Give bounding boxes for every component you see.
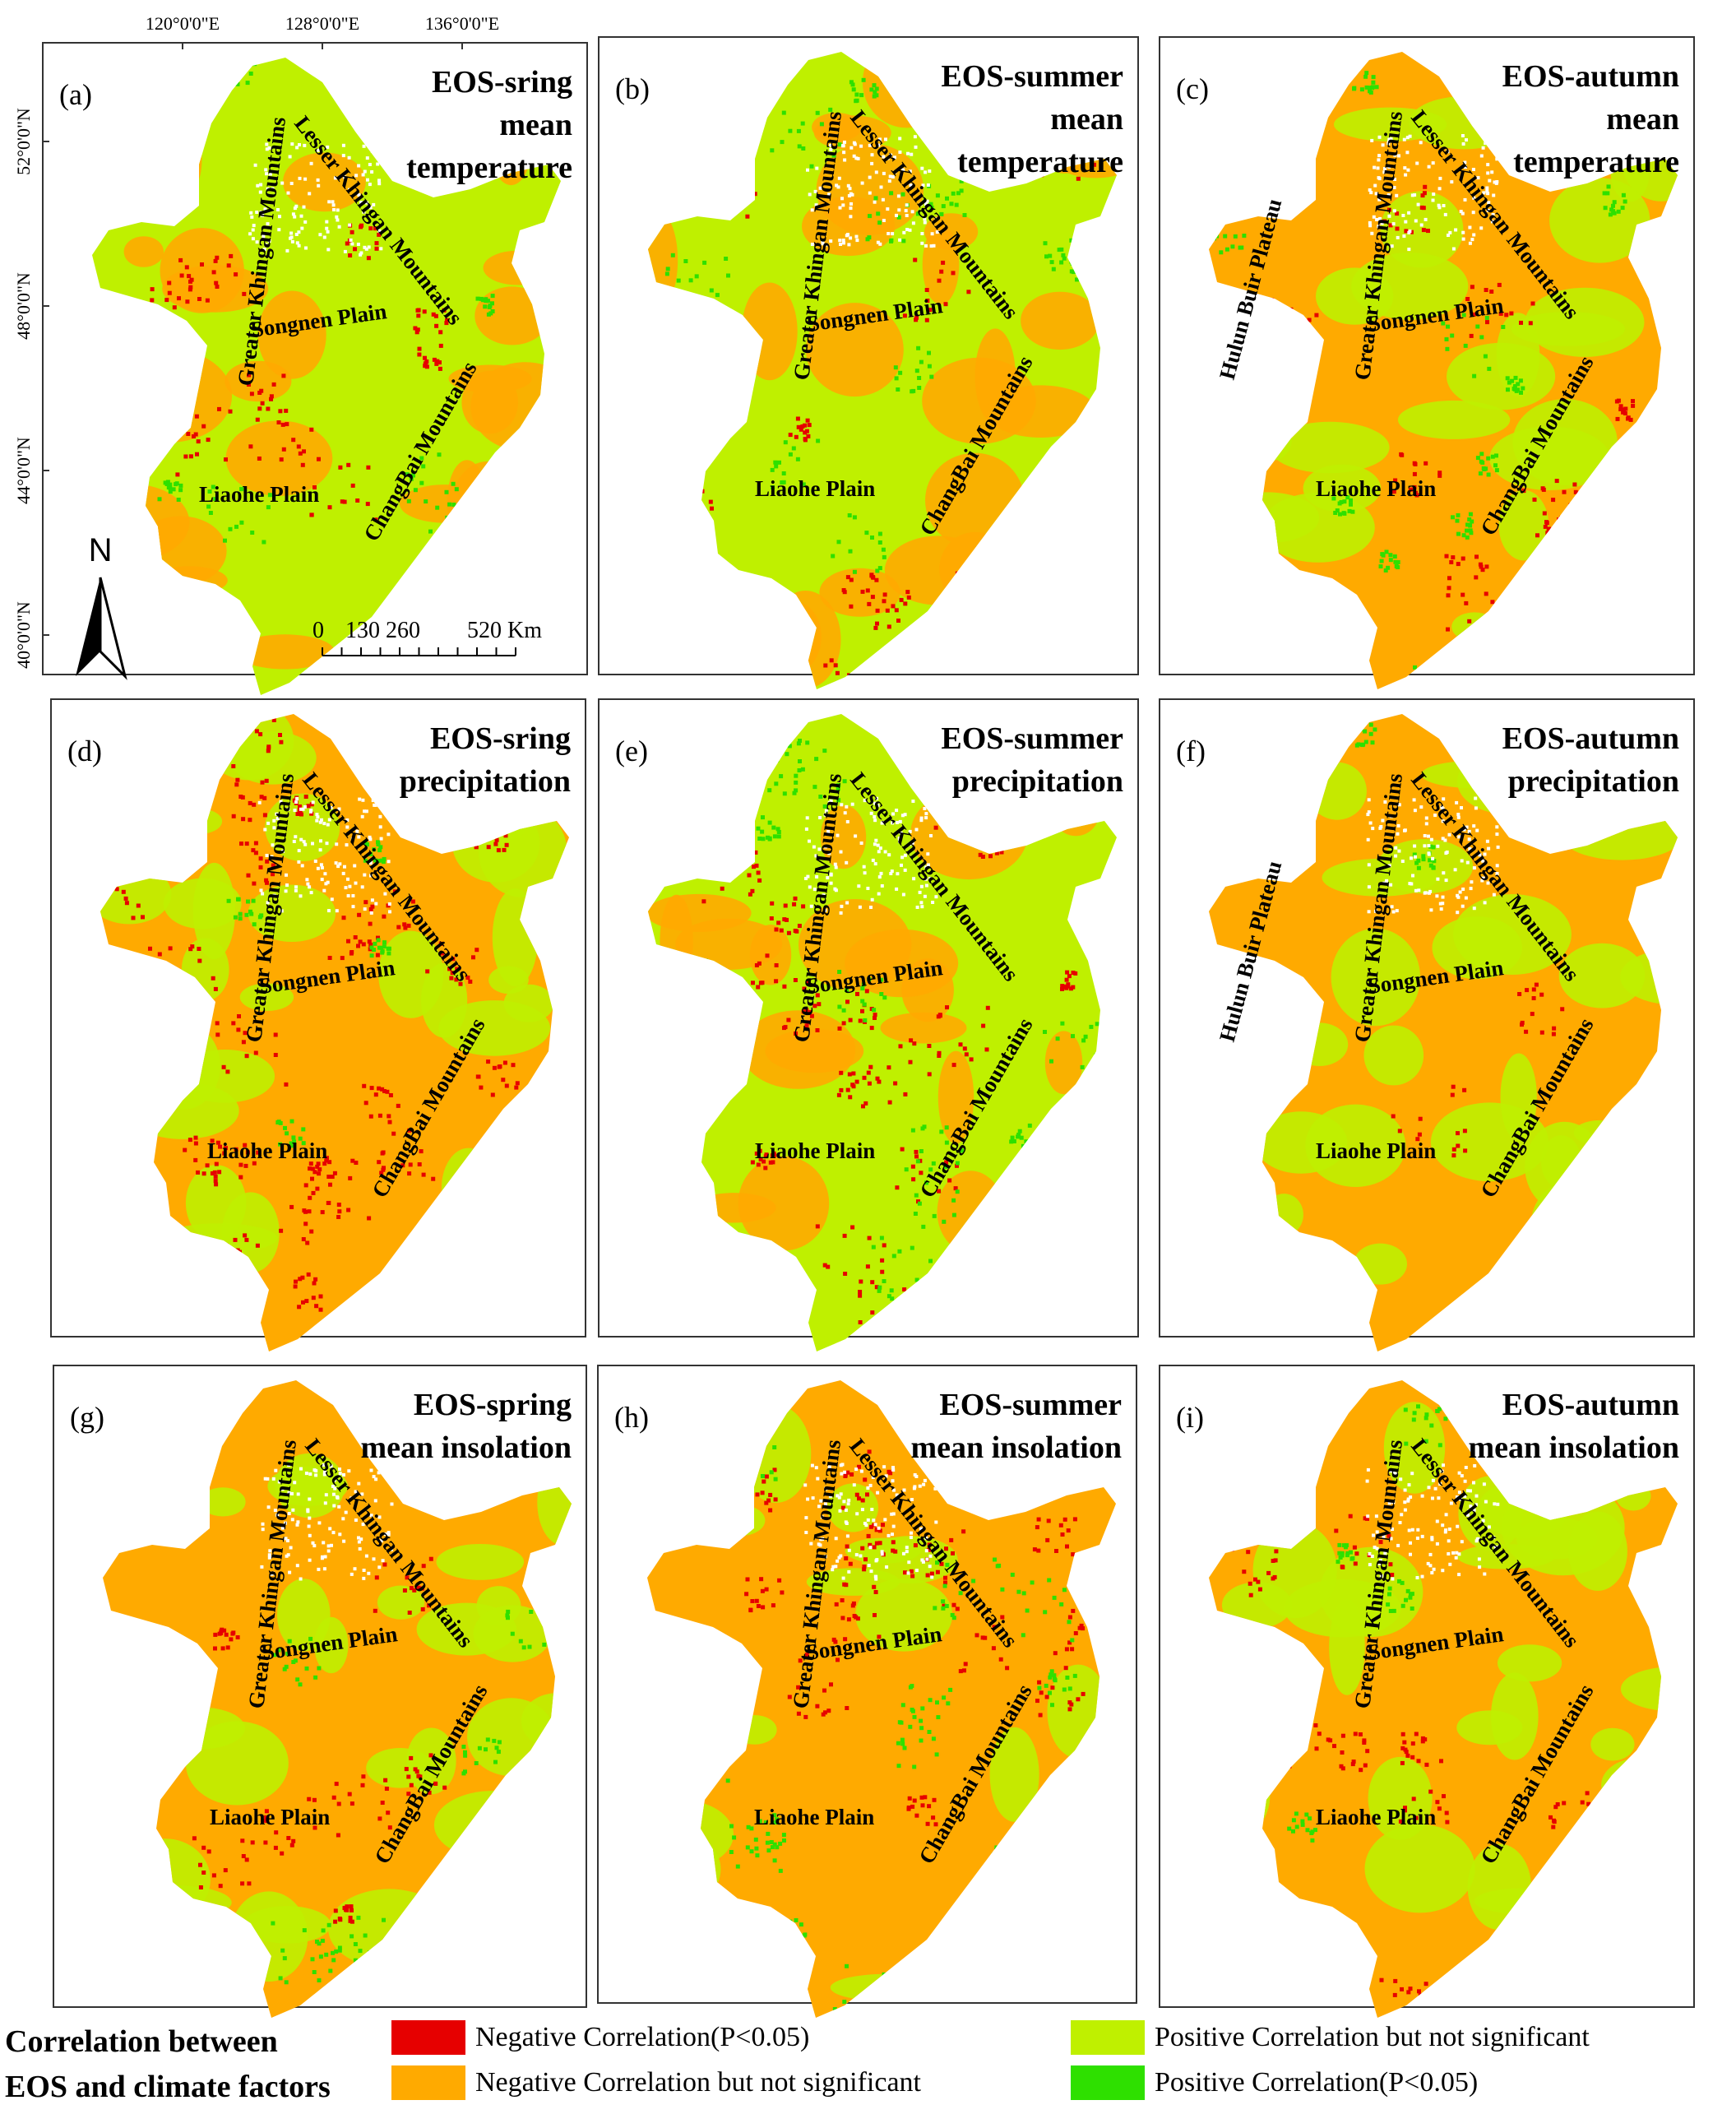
scale-label-0: 0 [312, 618, 324, 643]
map-panel-8: Greater Khingan Mountains Lesser Khingan … [597, 1365, 1137, 2018]
legend-swatch-negative-not-significant [391, 2065, 465, 2100]
map-panel-9: Greater Khingan Mountains Lesser Khingan … [1159, 1365, 1695, 2018]
map-panel-3: Greater Khingan Mountains Lesser Khingan … [1159, 36, 1695, 689]
panel-frame [1159, 1365, 1695, 2008]
legend-swatch-positive-significant [1071, 2065, 1145, 2100]
map-panel-1: Greater Khingan Mountains Lesser Khingan … [42, 42, 588, 695]
panel-title-line: temperature [957, 145, 1123, 179]
panel-frame [1159, 698, 1695, 1338]
label-liaohe-plain: Liaohe Plain [210, 1805, 330, 1829]
scale-label-mid: 130 260 [345, 618, 420, 643]
scale-label-end: 520 Km [467, 618, 542, 643]
panel-title-line: EOS-autumn [1502, 721, 1679, 756]
correlation-map: Greater Khingan Mountains Lesser Khingan … [103, 1380, 572, 2018]
panel-title-line: EOS-sring [432, 65, 572, 100]
panel-frame [598, 36, 1139, 675]
panel-frame [1159, 36, 1695, 675]
label-liaohe-plain: Liaohe Plain [1316, 1805, 1436, 1829]
legend-label-positive-not-significant: Positive Correlation but not significant [1155, 2022, 1590, 2052]
legend-title-line1: Correlation between [5, 2024, 278, 2059]
panel-frame [42, 42, 588, 675]
latitude-label: 48°0'0"N [13, 272, 34, 340]
panel-title-line: mean [499, 108, 572, 142]
legend-item-negative-significant: Negative Correlation(P<0.05) [391, 2020, 809, 2055]
legend-item-positive-not-significant: Positive Correlation but not significant [1071, 2020, 1590, 2055]
longitude-label: 128°0'0"E [285, 13, 359, 34]
latitude-label: 44°0'0"N [13, 437, 34, 504]
correlation-map: Greater Khingan Mountains Lesser Khingan … [1209, 52, 1678, 689]
north-arrow-icon: N [76, 532, 127, 680]
north-label: N [89, 532, 113, 568]
label-liaohe-plain: Liaohe Plain [1316, 1138, 1436, 1163]
map-panel-2: Greater Khingan Mountains Lesser Khingan … [598, 36, 1139, 689]
panel-title-line: EOS-summer [939, 1388, 1122, 1422]
panel-title-line: temperature [1513, 145, 1679, 179]
panel-title-line: mean insolation [910, 1430, 1122, 1465]
legend-item-negative-not-significant: Negative Correlation but not significant [391, 2065, 921, 2100]
panel-letter: (c) [1176, 72, 1209, 105]
region-outline [103, 1380, 572, 2018]
legend-label-positive-significant: Positive Correlation(P<0.05) [1155, 2067, 1479, 2098]
panel-letter: (e) [615, 735, 648, 767]
map-panel-7: Greater Khingan Mountains Lesser Khingan … [53, 1365, 587, 2018]
longitude-label: 120°0'0"E [146, 13, 220, 34]
map-panel-5: Greater Khingan Mountains Lesser Khingan … [598, 698, 1139, 1351]
panel-letter: (d) [67, 735, 102, 767]
legend-label-negative-not-significant: Negative Correlation but not significant [475, 2067, 921, 2098]
legend-title-line2: EOS and climate factors [5, 2070, 331, 2104]
panel-letter: (i) [1176, 1401, 1204, 1434]
scale-bar: 0 130 260 520 Km [312, 618, 542, 656]
panel-letter: (a) [59, 78, 92, 111]
correlation-map: Greater Khingan Mountains Lesser Khingan … [1209, 714, 1678, 1351]
label-liaohe-plain: Liaohe Plain [1316, 476, 1436, 501]
panel-title-line: EOS-autumn [1502, 59, 1679, 94]
panel-title-line: temperature [406, 151, 572, 185]
panel-frame [53, 1365, 587, 2008]
legend-swatch-negative-significant [391, 2020, 465, 2055]
map-panel-4: Greater Khingan Mountains Lesser Khingan … [50, 698, 586, 1351]
panel-title-line: EOS-autumn [1502, 1388, 1679, 1422]
correlation-map: Greater Khingan Mountains Lesser Khingan … [100, 714, 569, 1351]
latitude-label: 40°0'0"N [13, 601, 34, 669]
legend-item-positive-significant: Positive Correlation(P<0.05) [1071, 2065, 1478, 2100]
latitude-label: 52°0'0"N [13, 108, 34, 175]
panel-title-line: mean insolation [360, 1430, 572, 1465]
panel-title-line: precipitation [400, 764, 571, 799]
label-liaohe-plain: Liaohe Plain [207, 1138, 327, 1163]
correlation-map: Greater Khingan Mountains Lesser Khingan … [648, 714, 1117, 1351]
legend-title: Correlation between EOS and climate fact… [5, 2019, 391, 2110]
label-liaohe-plain: Liaohe Plain [755, 476, 875, 501]
panel-title-line: mean [1606, 102, 1679, 137]
panel-title-line: EOS-spring [414, 1388, 572, 1422]
longitude-label: 136°0'0"E [425, 13, 499, 34]
panel-letter: (g) [70, 1401, 104, 1434]
panel-frame [50, 698, 586, 1338]
label-liaohe-plain: Liaohe Plain [754, 1805, 874, 1829]
panel-title-line: mean insolation [1468, 1430, 1679, 1465]
panel-frame [597, 1365, 1137, 2004]
panel-title-line: precipitation [1508, 764, 1679, 799]
panel-title-line: EOS-sring [430, 721, 571, 756]
label-liaohe-plain: Liaohe Plain [199, 482, 319, 507]
panel-frame [598, 698, 1139, 1338]
panel-letter: (h) [614, 1401, 649, 1434]
label-liaohe-plain: Liaohe Plain [755, 1138, 875, 1163]
correlation-map: Greater Khingan Mountains Lesser Khingan … [647, 1380, 1116, 2018]
panel-letter: (f) [1176, 735, 1206, 767]
legend-swatch-positive-not-significant [1071, 2020, 1145, 2055]
panel-title-line: EOS-summer [941, 721, 1123, 756]
legend-label-negative-significant: Negative Correlation(P<0.05) [475, 2022, 810, 2052]
panel-title-line: mean [1050, 102, 1123, 137]
panel-title-line: EOS-summer [941, 59, 1123, 94]
panel-letter: (b) [615, 72, 650, 105]
panel-title-line: precipitation [952, 764, 1123, 799]
map-panel-6: Greater Khingan Mountains Lesser Khingan … [1159, 698, 1695, 1351]
region-outline [647, 1380, 1116, 2018]
correlation-map: Greater Khingan Mountains Lesser Khingan … [1209, 1380, 1678, 2018]
